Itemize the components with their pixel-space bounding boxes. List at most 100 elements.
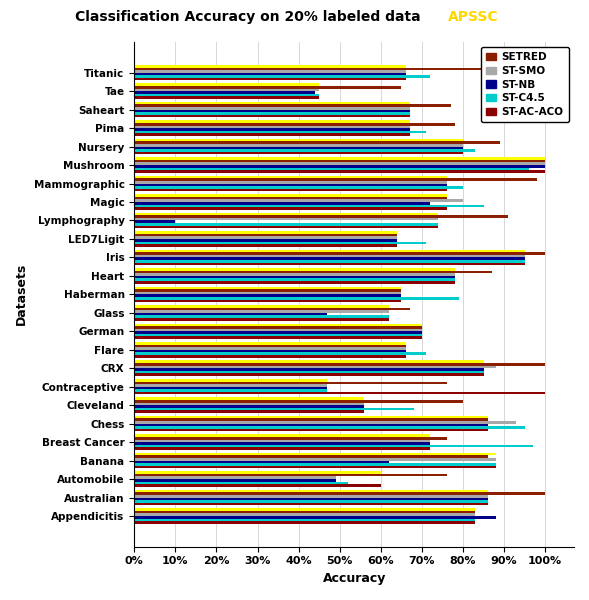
Bar — [134, 289, 401, 292]
Bar — [134, 365, 496, 368]
Bar — [134, 189, 446, 191]
Bar — [134, 495, 488, 497]
Bar — [134, 255, 525, 257]
Bar — [134, 434, 430, 437]
Bar — [134, 421, 517, 424]
Bar — [134, 410, 365, 413]
Bar — [134, 260, 525, 263]
Bar — [134, 474, 446, 476]
Bar — [134, 170, 545, 173]
Bar — [134, 167, 529, 170]
Bar — [134, 94, 319, 97]
Bar — [134, 142, 500, 144]
Bar — [134, 503, 488, 505]
Bar — [134, 397, 365, 400]
Bar — [134, 144, 463, 146]
Bar — [134, 202, 430, 205]
Bar — [134, 110, 409, 112]
Bar — [134, 373, 484, 376]
Bar — [134, 511, 475, 514]
Bar — [134, 250, 525, 252]
Bar — [134, 455, 488, 458]
Bar — [134, 418, 488, 421]
Bar — [134, 226, 438, 228]
Bar — [134, 146, 463, 149]
Bar — [134, 355, 405, 358]
Bar — [134, 490, 488, 493]
Bar — [134, 242, 426, 244]
Bar — [134, 239, 398, 242]
Bar — [134, 400, 463, 403]
Bar — [134, 442, 430, 445]
Bar — [134, 107, 409, 110]
Bar — [134, 299, 401, 302]
Bar — [134, 197, 446, 199]
Bar — [134, 165, 545, 167]
Bar — [134, 453, 496, 455]
Bar — [134, 448, 430, 450]
Bar — [134, 223, 438, 226]
Bar — [134, 352, 426, 355]
Bar — [134, 73, 405, 75]
Bar — [134, 368, 484, 371]
Bar — [134, 461, 389, 463]
Bar — [134, 102, 409, 104]
Bar — [134, 152, 463, 154]
Bar — [134, 331, 422, 334]
Bar — [134, 500, 488, 503]
Bar — [134, 205, 484, 207]
Bar — [134, 379, 327, 382]
Bar — [134, 121, 409, 123]
Bar — [134, 316, 389, 318]
Bar — [134, 184, 446, 186]
Bar — [134, 424, 488, 426]
Bar — [134, 133, 409, 136]
Bar — [134, 68, 512, 70]
Bar — [134, 97, 319, 99]
Bar — [134, 310, 389, 313]
Bar — [134, 416, 488, 418]
Bar — [134, 252, 545, 255]
Bar — [134, 313, 327, 316]
Bar — [134, 178, 537, 181]
Bar — [134, 437, 446, 440]
Bar — [134, 350, 405, 352]
Bar — [134, 403, 365, 405]
Bar — [134, 104, 451, 107]
Bar — [134, 157, 545, 160]
Bar — [134, 163, 545, 165]
Bar — [134, 408, 413, 410]
Bar — [134, 244, 398, 247]
Bar — [134, 458, 496, 461]
Text: Classification Accuracy on 20% labeled data: Classification Accuracy on 20% labeled d… — [75, 10, 420, 24]
Bar — [134, 429, 488, 431]
Bar — [134, 305, 389, 308]
Bar — [134, 389, 327, 392]
Bar — [134, 220, 176, 223]
Bar — [134, 149, 475, 152]
Bar — [134, 466, 496, 469]
Bar — [134, 186, 463, 189]
Bar — [134, 405, 365, 408]
Bar — [134, 472, 381, 474]
Bar — [134, 493, 545, 495]
Bar — [134, 295, 401, 297]
Bar — [134, 292, 401, 295]
Bar — [134, 231, 398, 234]
Bar — [134, 363, 545, 365]
Bar — [134, 115, 409, 118]
Bar — [134, 78, 405, 80]
Bar — [134, 89, 319, 91]
Bar — [134, 337, 422, 339]
Bar — [134, 213, 438, 215]
Bar — [134, 476, 336, 479]
Bar — [134, 516, 496, 518]
Bar — [134, 342, 405, 344]
Bar — [134, 484, 381, 487]
Bar — [134, 308, 409, 310]
Bar — [134, 271, 492, 274]
Bar — [134, 521, 475, 524]
Bar — [134, 479, 336, 482]
Bar — [134, 318, 389, 320]
Bar — [134, 83, 319, 86]
